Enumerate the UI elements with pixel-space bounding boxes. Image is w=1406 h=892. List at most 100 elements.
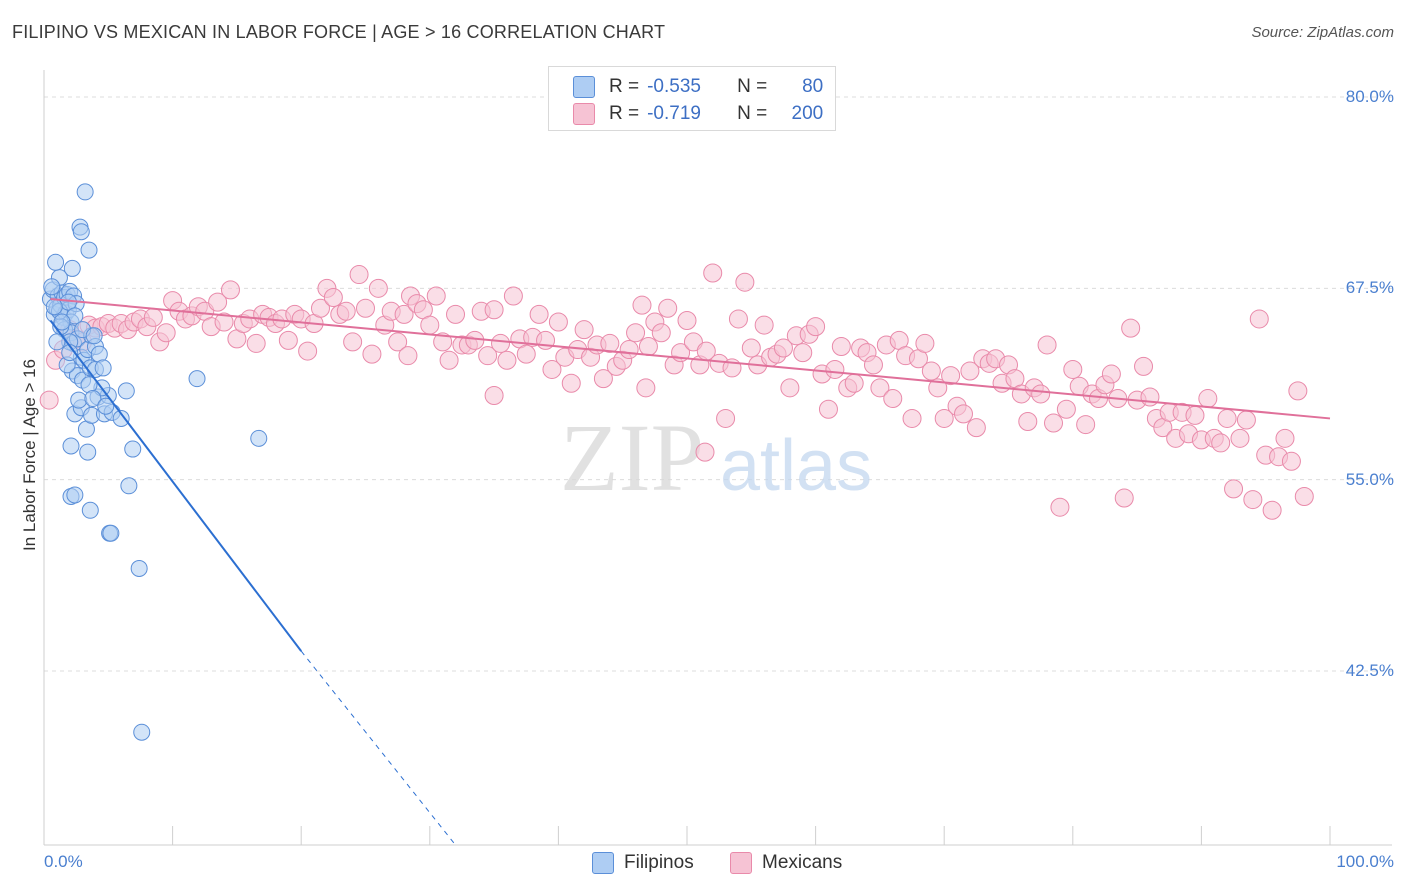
data-point [84,390,102,408]
legend-row-mexicans: R = -0.719 N = 200 [573,102,823,126]
data-point [844,373,864,393]
data-point [1275,428,1295,448]
series-legend-mexicans[interactable]: Mexicans [730,852,842,874]
data-point [1217,408,1237,428]
data-point [1037,335,1057,355]
data-point [62,437,80,455]
data-point [941,366,961,386]
data-point [825,359,845,379]
y-tick-label: 80.0% [1345,87,1394,106]
data-point [398,346,418,366]
grid-lines [44,96,1392,672]
data-point [43,278,61,296]
data-point [478,346,498,366]
data-point [491,333,511,353]
filipinos-trend-line [49,319,302,652]
y-tick-label: 55.0% [1345,469,1394,489]
data-point [465,330,485,350]
watermark-atlas: atlas [720,426,872,506]
axes [43,70,1392,846]
data-point [63,259,81,277]
data-point [79,443,97,461]
data-point [735,272,755,292]
data-point [806,317,826,337]
data-point [754,315,774,335]
data-point [250,429,268,447]
data-point [915,333,935,353]
data-point [870,378,890,398]
data-point [76,183,94,201]
legend-r-label: R = [609,103,640,124]
data-point [921,361,941,381]
filipinos-trend-extension [300,650,456,846]
data-point [593,369,613,389]
data-point [1224,479,1244,499]
legend-r-value: -0.535 [647,76,701,97]
data-point [658,298,678,318]
legend-n-label: N = [737,76,768,97]
data-point [156,323,176,343]
data-point [80,241,98,259]
data-point [636,378,656,398]
data-point [85,327,103,345]
data-point [529,304,549,324]
data-point [1243,490,1263,510]
data-point [1230,428,1250,448]
data-point [1211,433,1231,453]
data-point [651,323,671,343]
data-point [446,304,466,324]
data-point [112,409,130,427]
data-point [516,344,536,364]
data-point [208,292,228,312]
data-point [70,391,88,409]
legend-r-value: -0.719 [647,103,701,124]
data-point [1114,488,1134,508]
data-point [503,286,523,306]
data-point [1249,309,1269,329]
data-point [66,486,84,504]
data-point [388,332,408,352]
chart-title: FILIPINO VS MEXICAN IN LABOR FORCE | AGE… [12,22,666,42]
data-point [45,298,63,316]
data-point [716,408,736,428]
data-point [343,332,363,352]
data-point [953,404,973,424]
data-point [960,361,980,381]
legend-n-value: 80 [802,76,824,97]
data-point [1288,381,1308,401]
data-point [94,359,112,377]
data-point [362,344,382,364]
legend-swatch-filipinos [573,76,595,98]
data-point [246,333,266,353]
data-point [863,355,883,375]
data-point [81,501,99,519]
data-point [883,389,903,409]
data-point [902,408,922,428]
data-point [336,301,356,321]
source-label: Source: ZipAtlas.com [1251,24,1394,41]
data-point [1031,384,1051,404]
series-swatch-filipinos [592,852,614,874]
legend-row-filipinos: R = -0.535 N = 80 [573,75,823,99]
legend-n-value: 200 [791,103,824,124]
legend-n-label: N = [737,103,768,124]
data-point [439,350,459,370]
x-tick-max: 100.0% [1336,852,1394,871]
data-point [130,559,148,577]
data-point [47,253,65,271]
data-point [780,378,800,398]
data-point [497,350,517,370]
mexicans-points [39,263,1314,520]
data-point [695,442,715,462]
data-point [1076,415,1096,435]
data-point [1185,405,1205,425]
data-point [1101,364,1121,384]
series-legend-filipinos[interactable]: Filipinos [592,852,694,874]
data-point [741,338,761,358]
data-point [626,323,646,343]
watermark: ZIP atlas [560,404,872,511]
data-point [1262,500,1282,520]
mexicans-trend-line [50,298,1331,420]
data-point [426,286,446,306]
data-point [394,304,414,324]
